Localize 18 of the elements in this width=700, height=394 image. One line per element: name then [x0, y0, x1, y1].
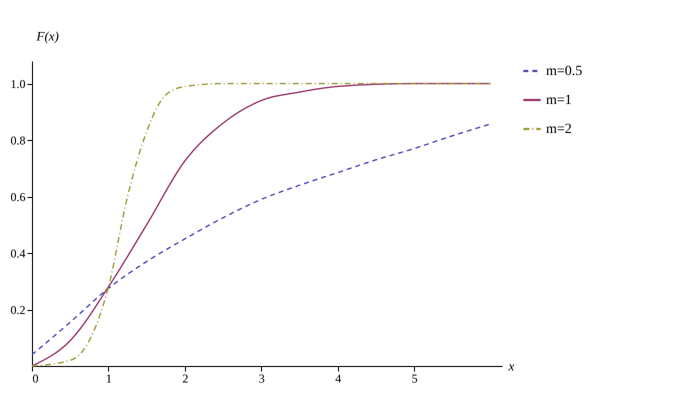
y-tick-label: 1.0	[10, 77, 26, 92]
x-tick-label: 5	[412, 372, 418, 386]
line-series	[31, 82, 492, 367]
x-axis-title: x	[508, 358, 514, 374]
y-tick-label: 0.8	[10, 134, 26, 148]
legend-label: m=0.5	[546, 64, 582, 79]
x-tick-label: 0	[32, 372, 38, 386]
x-tick-label: 2	[182, 372, 188, 386]
y-axis-title: F(x)	[36, 28, 59, 44]
x-tick-label: 1	[106, 372, 112, 386]
x-tick-label: 4	[335, 372, 342, 386]
line-series	[31, 123, 492, 356]
legend-label: m=2	[546, 122, 572, 137]
y-tick-label: 0.2	[10, 303, 26, 318]
y-tick-label: 0.4	[10, 246, 26, 261]
y-tick-label: 0.6	[10, 190, 26, 204]
x-tick-label: 3	[258, 372, 265, 386]
legend-label: m=1	[546, 93, 572, 108]
